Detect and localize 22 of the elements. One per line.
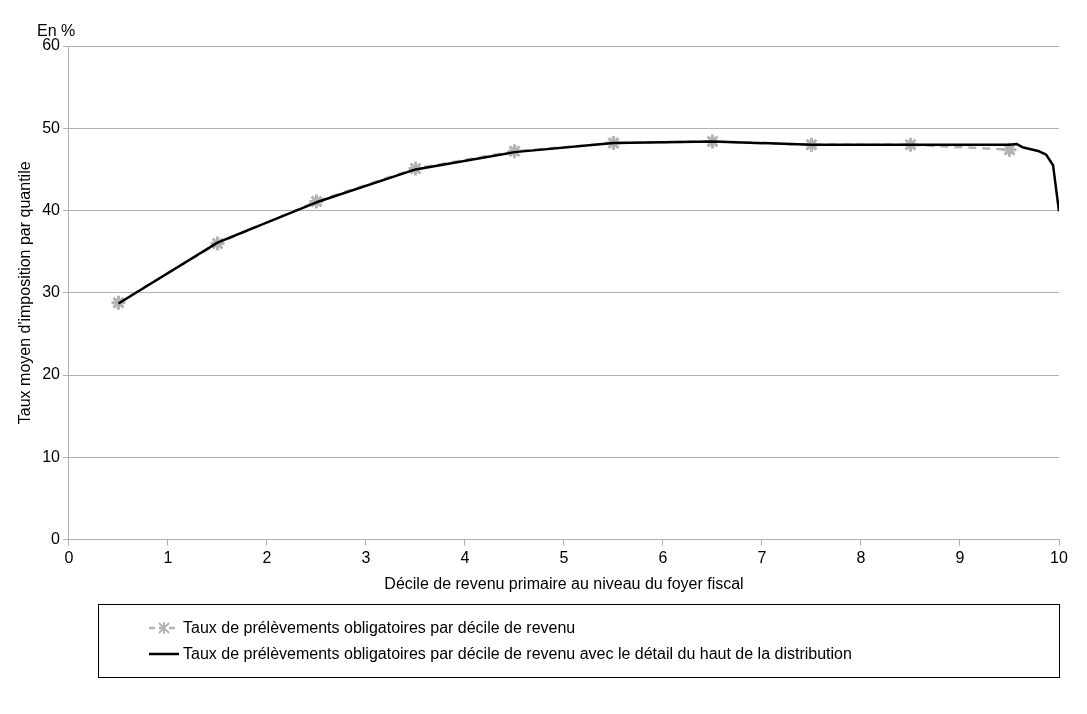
y-tick-label: 40 — [42, 200, 61, 218]
y-tick-label: 10 — [42, 447, 61, 465]
y-tick-label: 30 — [42, 283, 61, 301]
legend-label: Taux de prélèvements obligatoires par décile de revenu avec le détail du haut de la distribution — [183, 645, 852, 663]
x-tick-label: 7 — [757, 548, 767, 566]
x-tick-label: 0 — [64, 548, 74, 566]
y-tick-label: 0 — [51, 530, 61, 548]
x-tick-label: 10 — [1050, 548, 1068, 566]
legend-label: Taux de prélèvements obligatoires par décile de revenu — [183, 619, 576, 637]
y-tick-label: 50 — [42, 118, 61, 136]
x-tick-label: 2 — [262, 548, 272, 566]
y-tick-label: 20 — [42, 365, 61, 383]
x-axis-title: Décile de revenu primaire au niveau du foyer fiscal — [384, 574, 744, 592]
y-tick-label: 60 — [42, 36, 61, 54]
x-tick-label: 1 — [163, 548, 173, 566]
x-tick-label: 8 — [856, 548, 866, 566]
y-axis-title: Taux moyen d'imposition par quantile — [16, 161, 34, 425]
x-tick-label: 9 — [955, 548, 965, 566]
x-tick-label: 6 — [658, 548, 668, 566]
x-tick-label: 4 — [460, 548, 470, 566]
x-tick-label: 3 — [361, 548, 371, 566]
x-tick-label: 5 — [559, 548, 569, 566]
